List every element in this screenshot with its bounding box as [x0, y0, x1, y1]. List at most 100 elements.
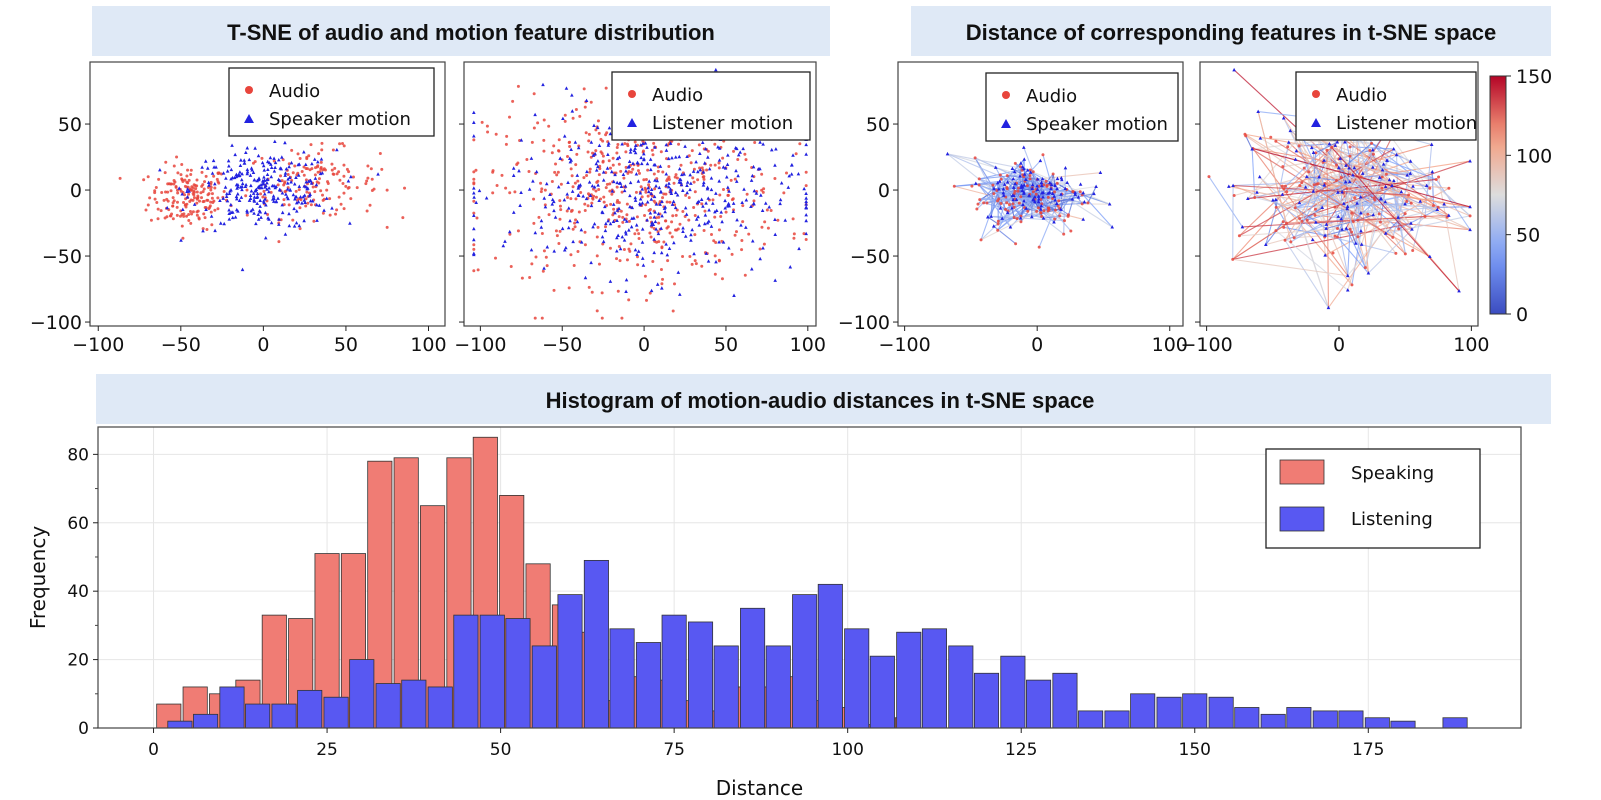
motion-point [575, 219, 580, 224]
y-tick-label: 80 [67, 445, 89, 465]
motion-point [542, 196, 547, 200]
audio-point [702, 229, 706, 233]
audio-point [313, 190, 317, 194]
audio-point [342, 144, 346, 148]
audio-point [600, 291, 604, 295]
listening-bar [1000, 655, 1026, 729]
legend-label-motion: Speaker motion [269, 109, 411, 130]
audio-point [552, 288, 556, 292]
audio-point [209, 200, 213, 204]
audio-point [681, 209, 685, 213]
motion-point [1013, 181, 1017, 186]
audio-point [559, 208, 563, 212]
motion-point [205, 166, 210, 170]
motion-point [230, 210, 235, 214]
motion-point [611, 179, 616, 184]
motion-point [564, 245, 568, 250]
audio-point [584, 131, 588, 135]
audio-point [1305, 218, 1309, 222]
motion-point [640, 256, 645, 260]
audio-point [184, 205, 188, 209]
audio-point [1012, 205, 1016, 209]
audio-point [604, 186, 608, 190]
motion-point [627, 164, 631, 168]
audio-point [193, 184, 197, 188]
motion-point [237, 198, 242, 203]
audio-point [1057, 199, 1061, 203]
motion-point [316, 160, 320, 164]
motion-point [1383, 184, 1388, 189]
audio-point [621, 215, 625, 219]
motion-point [606, 143, 611, 147]
motion-point [1110, 225, 1115, 229]
motion-point [289, 180, 293, 184]
motion-point [652, 250, 656, 255]
y-tick-label: 50 [866, 114, 890, 136]
audio-point [195, 178, 199, 182]
motion-point [276, 158, 281, 162]
listening-bar [349, 659, 375, 729]
motion-point [566, 206, 571, 210]
motion-point [200, 165, 204, 169]
motion-point [1430, 169, 1435, 174]
motion-point [1040, 176, 1045, 181]
audio-point [280, 179, 284, 183]
motion-point [247, 157, 252, 162]
motion-point [1381, 162, 1386, 166]
motion-point [719, 210, 724, 214]
x-tick-label: −100 [72, 334, 124, 356]
motion-point [256, 212, 261, 217]
audio-point [291, 171, 295, 175]
audio-point [333, 166, 337, 170]
motion-point [664, 242, 668, 246]
motion-point [204, 207, 208, 212]
motion-point [539, 218, 544, 223]
motion-point [694, 160, 698, 164]
motion-point [717, 146, 722, 150]
motion-point [1370, 147, 1375, 152]
motion-point [604, 221, 608, 226]
motion-point [543, 205, 548, 209]
audio-point [992, 192, 996, 196]
legend-label-motion: Speaker motion [1026, 114, 1168, 135]
motion-point [1338, 156, 1343, 160]
motion-point [662, 206, 667, 210]
motion-point [1360, 171, 1365, 175]
audio-point [709, 163, 713, 167]
audio-point [1232, 193, 1236, 197]
motion-point [303, 162, 308, 167]
audio-point [300, 170, 304, 174]
motion-point [304, 180, 309, 184]
distance-banner [911, 6, 1551, 56]
audio-point [651, 153, 655, 157]
audio-point [191, 210, 195, 214]
connection-line [1251, 149, 1256, 198]
audio-point [649, 235, 653, 239]
motion-point [650, 220, 654, 225]
motion-point [1345, 204, 1350, 208]
audio-point [146, 175, 150, 179]
audio-point [660, 282, 664, 286]
audio-point [175, 200, 179, 204]
motion-point [587, 180, 592, 184]
motion-point [297, 184, 302, 188]
motion-point [1405, 173, 1410, 177]
audio-point [1013, 189, 1017, 193]
audio-point [169, 189, 173, 193]
motion-point [734, 179, 739, 183]
motion-point [285, 195, 289, 199]
audio-point [1468, 214, 1472, 218]
audio-point [190, 185, 194, 189]
audio-point [644, 177, 648, 181]
audio-point [635, 215, 639, 219]
motion-point [472, 186, 476, 190]
audio-point [189, 172, 193, 176]
motion-point [280, 191, 285, 195]
listening-bar [713, 645, 739, 729]
motion-point [201, 229, 205, 233]
motion-point [1081, 190, 1086, 195]
audio-point [1403, 212, 1407, 216]
motion-point [472, 237, 476, 242]
motion-point [758, 140, 762, 144]
audio-point [189, 168, 193, 172]
